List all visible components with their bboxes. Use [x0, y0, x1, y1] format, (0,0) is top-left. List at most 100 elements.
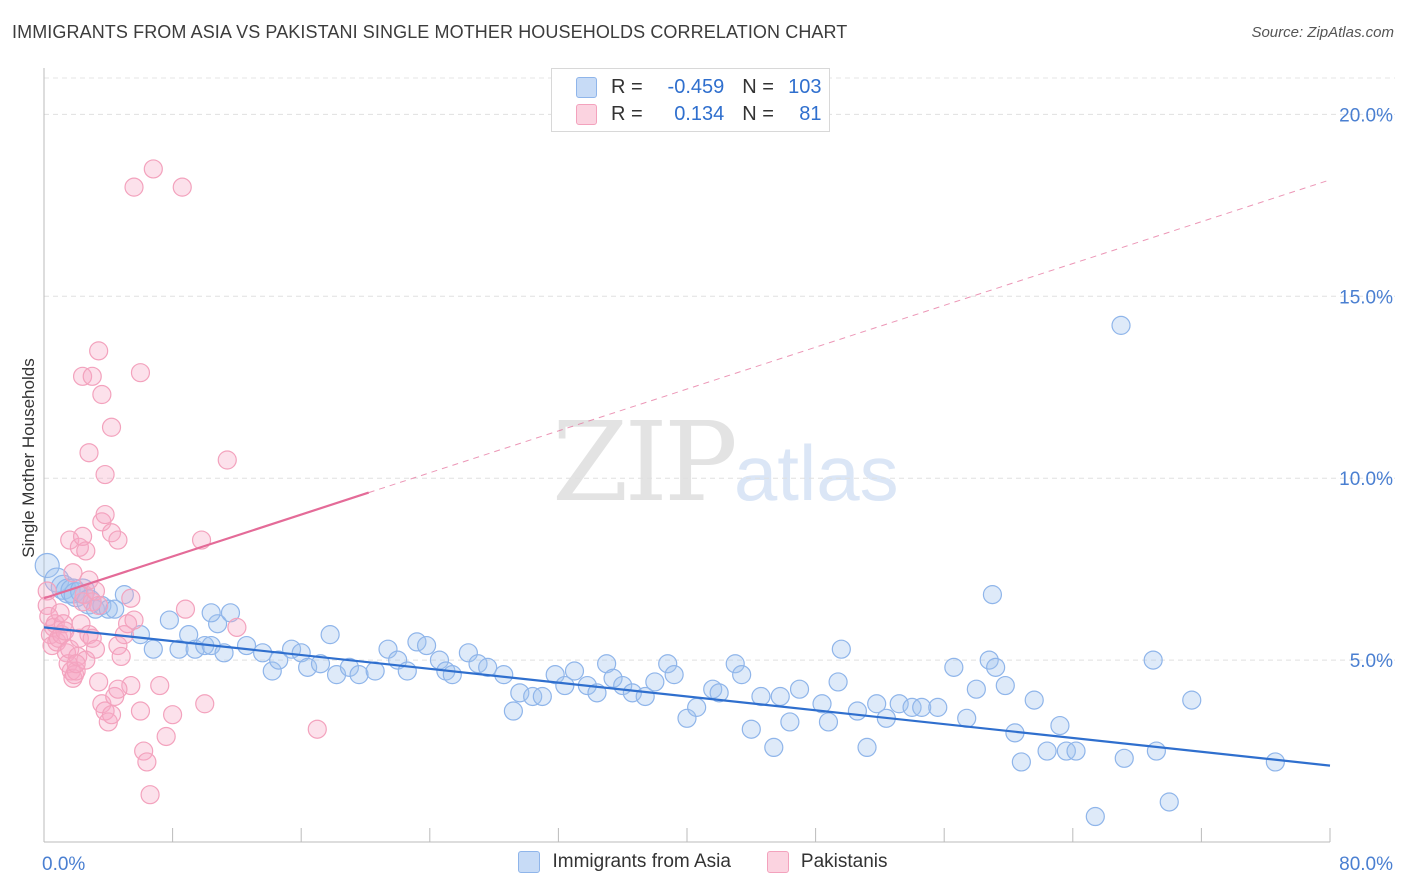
point-pakistanis: [175, 599, 196, 619]
series-legend-pakistanis: Pakistanis: [766, 851, 888, 873]
point-asia: [709, 683, 729, 703]
point-asia: [262, 661, 282, 681]
series-label-asia: Immigrants from Asia: [552, 851, 731, 872]
point-asia: [310, 654, 331, 674]
point-asia: [378, 639, 398, 659]
point-asia: [478, 657, 498, 677]
point-pakistanis: [101, 523, 122, 543]
point-asia: [1143, 650, 1163, 670]
point-asia: [1265, 752, 1285, 772]
point-pakistanis: [66, 661, 86, 681]
point-pakistanis: [134, 741, 154, 761]
point-asia: [1085, 806, 1105, 827]
legend-swatch-asia: [576, 76, 597, 98]
point-asia: [995, 675, 1015, 696]
point-asia: [902, 697, 922, 717]
y-tick-label: 5.0%: [1350, 651, 1393, 672]
point-pakistanis: [72, 366, 93, 386]
point-pakistanis: [101, 417, 122, 437]
point-pakistanis: [89, 341, 109, 361]
point-asia: [957, 708, 977, 728]
point-asia: [494, 665, 514, 685]
point-asia: [789, 679, 810, 699]
point-asia: [442, 665, 462, 685]
point-asia: [867, 694, 887, 714]
point-pakistanis: [124, 610, 144, 630]
point-asia: [564, 661, 585, 681]
y-tick-label: 20.0%: [1339, 105, 1393, 126]
point-asia: [523, 686, 543, 707]
point-asia: [236, 635, 257, 656]
legend-n-value: 103: [788, 75, 822, 98]
points: [34, 159, 1285, 827]
point-asia: [458, 643, 478, 663]
point-asia: [741, 719, 761, 739]
point-pakistanis: [227, 617, 247, 637]
legend-n-label: N =: [742, 75, 774, 98]
point-pakistanis: [117, 614, 138, 634]
point-asia: [732, 665, 752, 685]
point-asia: [1050, 715, 1070, 736]
series-legend: Immigrants from Asia Pakistanis: [0, 851, 1406, 873]
trend-lines: [43, 179, 1331, 767]
point-asia: [603, 668, 623, 688]
point-asia: [34, 552, 60, 579]
point-asia: [545, 665, 565, 685]
legend-n-value: 81: [799, 102, 822, 125]
watermark-atlas: atlas: [733, 429, 899, 517]
legend-row-pakistanis: R = 0.134 N = 81: [576, 101, 822, 127]
point-pakistanis: [121, 675, 141, 696]
source-label: Source: ZipAtlas.com: [1251, 24, 1394, 41]
point-asia: [208, 614, 228, 634]
point-asia: [1056, 741, 1076, 761]
legend-n-label: N =: [742, 102, 774, 125]
point-asia: [857, 737, 877, 758]
point-pakistanis: [60, 530, 80, 550]
trend-line-dashed-pakistanis: [368, 179, 1331, 494]
point-pakistanis: [95, 504, 115, 525]
point-pakistanis: [79, 443, 99, 463]
point-pakistanis: [140, 785, 160, 805]
point-asia: [944, 657, 964, 677]
point-asia: [687, 697, 707, 717]
point-pakistanis: [71, 614, 91, 634]
point-asia: [725, 654, 745, 674]
point-asia: [1146, 741, 1166, 761]
point-asia: [664, 665, 684, 685]
point-asia: [622, 683, 642, 703]
point-asia: [416, 635, 437, 656]
legend-r-value: -0.459: [667, 75, 725, 98]
point-asia: [532, 686, 552, 707]
point-asia: [407, 632, 427, 652]
point-asia: [889, 694, 909, 714]
point-pakistanis: [307, 719, 327, 739]
point-asia: [320, 625, 340, 645]
point-asia: [928, 697, 948, 717]
point-asia: [503, 701, 523, 721]
point-pakistanis: [156, 726, 176, 747]
point-asia: [510, 683, 530, 703]
point-pakistanis: [150, 675, 170, 696]
point-asia: [677, 708, 697, 728]
point-asia: [986, 657, 1006, 677]
legend-r-label: R =: [611, 75, 643, 98]
stats-legend: R = -0.459 N = 103 R = 0.134 N = 81: [551, 68, 830, 132]
legend-row-asia: R = -0.459 N = 103: [576, 74, 822, 100]
point-pakistanis: [89, 672, 109, 692]
legend-r-value: 0.134: [674, 102, 725, 125]
point-pakistanis: [130, 701, 151, 721]
point-asia: [658, 654, 678, 674]
point-pakistanis: [111, 646, 131, 667]
axis-labels: 5.0% 10.0% 15.0% 20.0% 0.0% 80.0% Single Mothe…: [19, 105, 1393, 875]
point-asia: [912, 697, 932, 717]
series-label-pakistanis: Pakistanis: [800, 851, 888, 872]
point-pakistanis: [85, 639, 106, 659]
x-tick-label-max: 80.0%: [1339, 854, 1393, 875]
series-legend-asia: Immigrants from Asia: [518, 851, 731, 873]
point-pakistanis: [101, 705, 122, 725]
chart-title: IMMIGRANTS FROM ASIA VS PAKISTANI SINGLE…: [12, 22, 848, 42]
point-asia: [828, 672, 848, 692]
point-asia: [143, 639, 163, 659]
point-asia: [847, 701, 867, 721]
